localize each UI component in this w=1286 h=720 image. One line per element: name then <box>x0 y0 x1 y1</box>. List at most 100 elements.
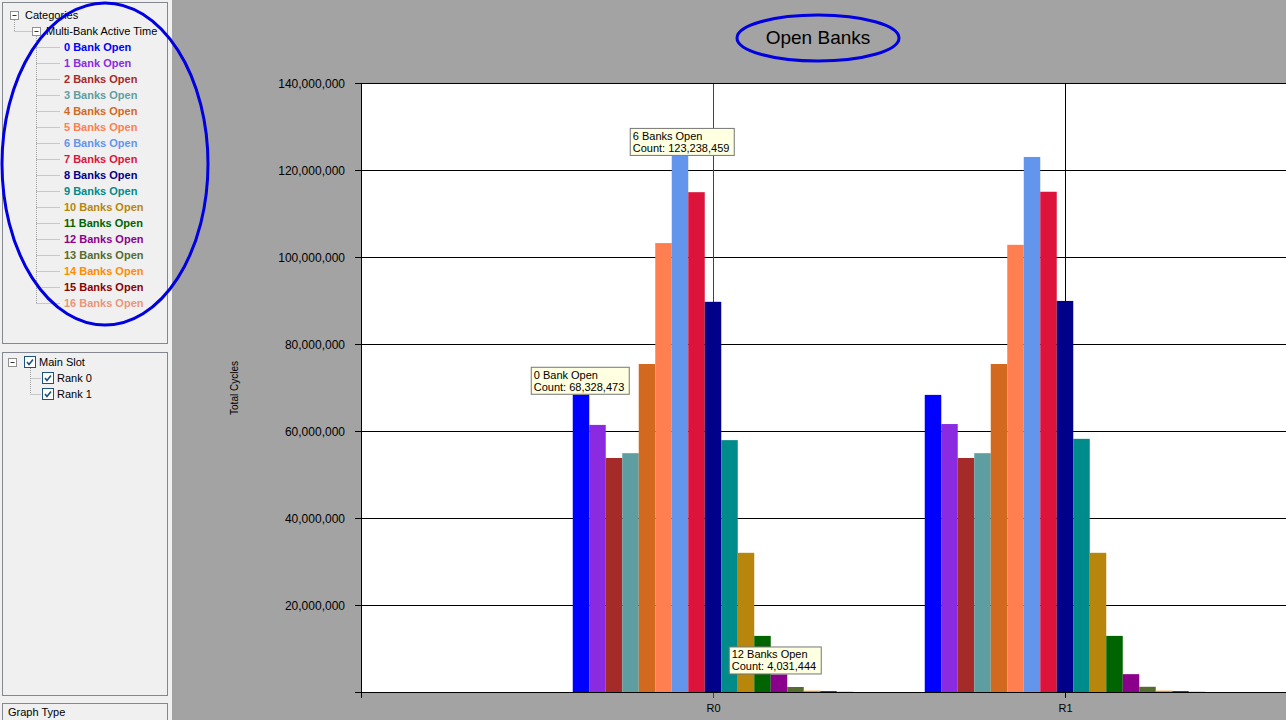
tooltip-label: Count: 4,031,444 <box>732 660 816 672</box>
bar <box>705 302 722 692</box>
bar <box>804 691 821 692</box>
tree-line <box>37 95 61 96</box>
legend-entry: 8 Banks Open <box>64 169 138 181</box>
bar <box>655 243 672 692</box>
grid-line <box>361 431 1286 432</box>
legend-entry: 15 Banks Open <box>64 281 144 293</box>
tick-label: 140,000,000 <box>278 77 345 91</box>
bar <box>1057 301 1074 692</box>
bar <box>958 458 975 692</box>
tooltip-box <box>531 367 629 394</box>
bar <box>771 674 788 692</box>
tree-line <box>37 111 61 112</box>
tree-line <box>37 271 61 272</box>
bar <box>573 395 590 692</box>
tree-expander[interactable] <box>11 12 19 20</box>
tick-mark <box>355 170 361 171</box>
highlight-ellipse <box>737 15 899 61</box>
legend-entry: 4 Banks Open <box>64 105 138 117</box>
checkbox[interactable] <box>43 389 54 400</box>
checkbox[interactable] <box>43 373 54 384</box>
tree-line <box>15 31 33 32</box>
tree-line <box>14 20 15 31</box>
bar <box>837 691 854 692</box>
tree-line <box>37 47 61 48</box>
bar <box>688 192 705 692</box>
tree-item: Rank 1 <box>57 388 92 400</box>
legend-entry: 3 Banks Open <box>64 89 138 101</box>
grid-line <box>361 344 1286 345</box>
legend-entry: 5 Banks Open <box>64 121 138 133</box>
legend-entry: 6 Banks Open <box>64 137 138 149</box>
tree-line <box>30 368 31 394</box>
checkbox[interactable] <box>25 357 36 368</box>
legend-entry: 0 Bank Open <box>64 41 132 53</box>
bar <box>1156 691 1173 692</box>
tree-line <box>37 255 61 256</box>
tick-mark <box>355 518 361 519</box>
legend-entry: 13 Banks Open <box>64 249 144 261</box>
tooltip-box <box>630 128 734 155</box>
tree-root: Main Slot <box>39 356 85 368</box>
tooltip: 6 Banks OpenCount: 123,238,459 <box>630 128 734 155</box>
tree-item: Rank 0 <box>57 372 92 384</box>
tree-line <box>37 223 61 224</box>
graph-type-panel <box>3 704 168 720</box>
tick-mark <box>355 344 361 345</box>
legend-entry: 7 Banks Open <box>64 153 138 165</box>
highlight-ellipse <box>2 3 208 325</box>
chart-background <box>172 0 1286 720</box>
bar <box>1040 192 1057 692</box>
legend-entry: 11 Banks Open <box>64 217 143 229</box>
bar <box>1106 636 1123 692</box>
bar <box>925 395 942 692</box>
tick-label: 80,000,000 <box>285 338 345 352</box>
tree-expander[interactable] <box>9 359 17 367</box>
tick-mark <box>355 605 361 606</box>
tick-mark <box>355 431 361 432</box>
grid-line <box>361 518 1286 519</box>
bar <box>1172 691 1189 692</box>
y-axis <box>361 83 362 692</box>
bar <box>1189 691 1206 692</box>
grid-line <box>361 83 1286 84</box>
tree-line <box>37 159 61 160</box>
bar <box>1123 674 1140 692</box>
tree-line <box>31 394 42 395</box>
tooltip: 12 Banks OpenCount: 4,031,444 <box>729 647 821 674</box>
bar <box>1007 245 1024 692</box>
plot-frame <box>361 83 1286 84</box>
bars <box>573 156 1206 692</box>
bar <box>991 364 1008 692</box>
tooltip-label: Count: 123,238,459 <box>633 142 730 154</box>
bar <box>1024 157 1041 692</box>
tick-label: 20,000,000 <box>285 599 345 613</box>
tooltip-label: Count: 68,328,473 <box>534 381 625 393</box>
tree-group: Multi-Bank Active Time <box>46 25 157 37</box>
plot-area <box>361 83 1286 692</box>
y-axis-label: Total Cycles <box>229 361 240 415</box>
legend-entry: 10 Banks Open <box>64 201 144 213</box>
tree-line <box>37 63 61 64</box>
tooltip-title: 0 Bank Open <box>534 369 598 381</box>
grid-line <box>361 170 1286 171</box>
tree-line <box>36 36 37 303</box>
tooltip-box <box>729 647 821 674</box>
tree-line <box>37 191 61 192</box>
bar <box>622 453 639 692</box>
tick-mark <box>355 83 361 84</box>
slot-panel <box>3 353 168 696</box>
tree-expander[interactable] <box>33 28 41 36</box>
tree-line <box>31 378 42 379</box>
bar <box>672 156 689 692</box>
bar <box>787 687 804 692</box>
tree-line <box>37 303 61 304</box>
grid-line <box>361 257 1286 258</box>
bar <box>606 458 623 692</box>
bar <box>1073 439 1090 692</box>
tree-line <box>37 127 61 128</box>
tooltip: 0 Bank OpenCount: 68,328,473 <box>531 367 629 394</box>
page: CategoriesMulti-Bank Active Time0 Bank O… <box>0 0 1286 720</box>
tree-line <box>37 207 61 208</box>
bar <box>820 691 837 692</box>
